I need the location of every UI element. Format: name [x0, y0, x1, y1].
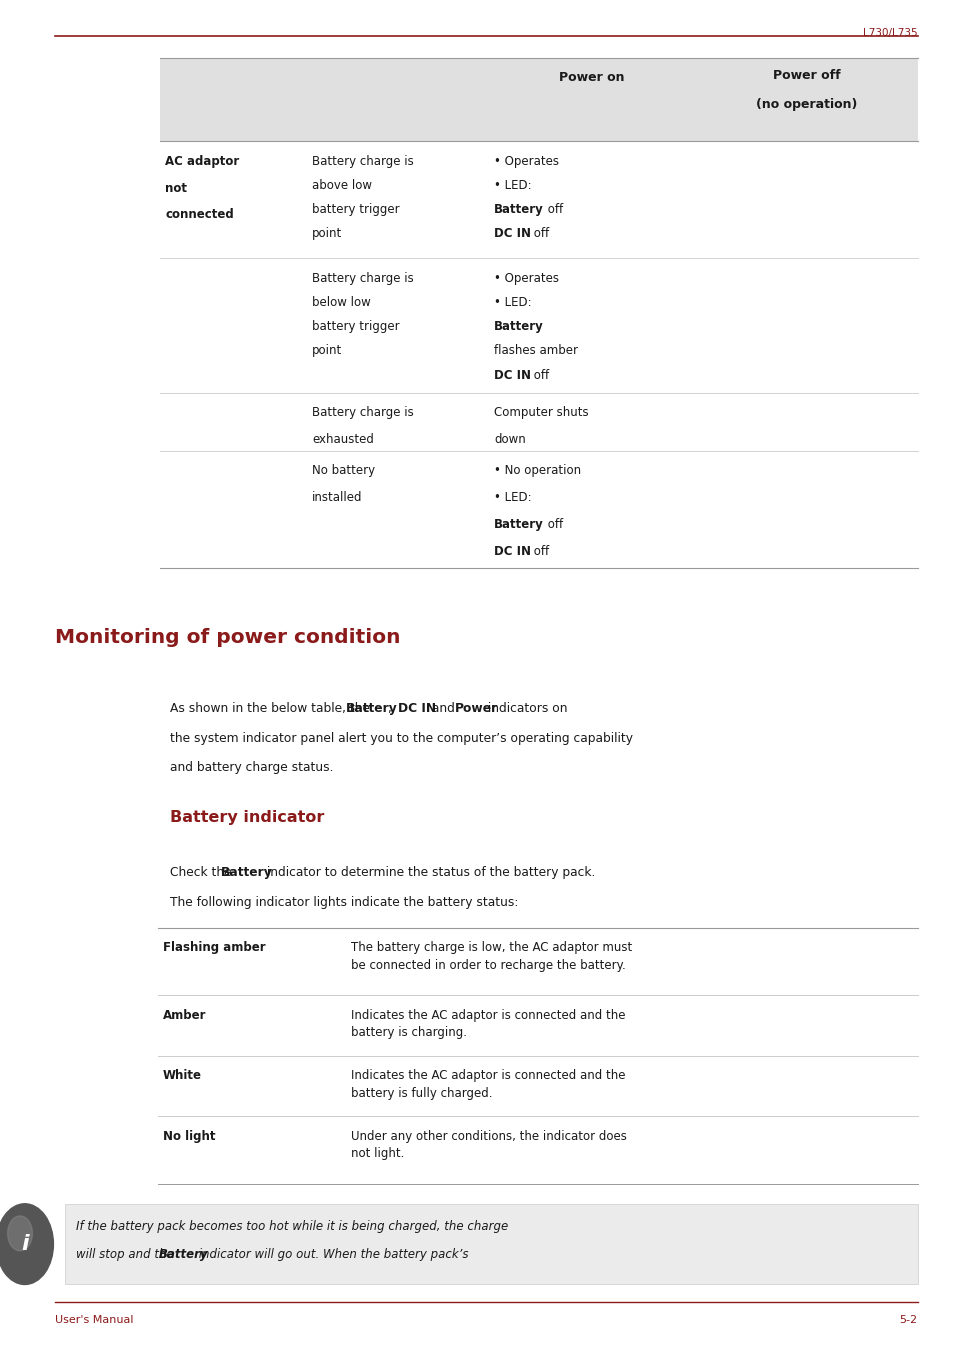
Text: If the battery pack becomes too hot while it is being charged, the charge: If the battery pack becomes too hot whil…	[76, 1220, 508, 1233]
Text: Monitoring of power condition: Monitoring of power condition	[55, 628, 400, 647]
Text: ,: ,	[387, 702, 395, 716]
Text: battery trigger: battery trigger	[312, 320, 399, 334]
Text: L730/L735: L730/L735	[862, 28, 917, 38]
Text: (no operation): (no operation)	[756, 98, 857, 112]
Text: connected: connected	[165, 208, 233, 222]
Text: Under any other conditions, the indicator does
not light.: Under any other conditions, the indicato…	[351, 1130, 626, 1161]
Text: off: off	[530, 545, 549, 558]
Text: Battery: Battery	[346, 702, 397, 716]
Text: Indicates the AC adaptor is connected and the
battery is charging.: Indicates the AC adaptor is connected an…	[351, 1009, 625, 1040]
Text: • No operation: • No operation	[494, 464, 580, 477]
Text: Battery: Battery	[158, 1248, 208, 1262]
Text: User's Manual: User's Manual	[55, 1315, 133, 1325]
Text: Battery charge is: Battery charge is	[312, 155, 414, 168]
Text: • Operates: • Operates	[494, 155, 558, 168]
Text: • Operates: • Operates	[494, 272, 558, 285]
Text: off: off	[530, 369, 549, 382]
Circle shape	[0, 1204, 53, 1284]
Text: Battery charge is: Battery charge is	[312, 406, 414, 420]
Text: Battery: Battery	[494, 320, 543, 334]
Text: indicators on: indicators on	[483, 702, 567, 716]
Text: No light: No light	[163, 1130, 215, 1143]
Text: battery trigger: battery trigger	[312, 203, 399, 217]
Text: Battery indicator: Battery indicator	[170, 810, 324, 824]
Text: will stop and the: will stop and the	[76, 1248, 177, 1262]
Text: No battery: No battery	[312, 464, 375, 477]
Text: Battery: Battery	[494, 203, 543, 217]
Text: off: off	[543, 203, 562, 217]
Text: Flashing amber: Flashing amber	[163, 941, 266, 955]
Text: point: point	[312, 344, 342, 358]
Text: down: down	[494, 433, 525, 447]
Text: Power off: Power off	[773, 69, 840, 82]
Text: DC IN: DC IN	[494, 369, 531, 382]
Text: Indicates the AC adaptor is connected and the
battery is fully charged.: Indicates the AC adaptor is connected an…	[351, 1069, 625, 1100]
Text: DC IN: DC IN	[494, 227, 531, 241]
Text: Battery: Battery	[494, 518, 543, 531]
Text: point: point	[312, 227, 342, 241]
Text: • LED:: • LED:	[494, 179, 531, 192]
Text: i: i	[21, 1235, 29, 1254]
Text: indicator will go out. When the battery pack’s: indicator will go out. When the battery …	[195, 1248, 469, 1262]
Text: indicator to determine the status of the battery pack.: indicator to determine the status of the…	[262, 866, 595, 880]
Circle shape	[8, 1216, 32, 1251]
Text: 5-2: 5-2	[899, 1315, 917, 1325]
Bar	[160, 58, 917, 141]
Text: Power: Power	[454, 702, 497, 716]
Text: installed: installed	[312, 491, 362, 504]
Text: Check the: Check the	[170, 866, 235, 880]
Text: Power on: Power on	[558, 71, 623, 85]
Text: below low: below low	[312, 296, 371, 309]
Text: Computer shuts: Computer shuts	[494, 406, 588, 420]
Text: DC IN: DC IN	[397, 702, 436, 716]
Text: DC IN: DC IN	[494, 545, 531, 558]
Text: off: off	[543, 518, 562, 531]
Text: • LED:: • LED:	[494, 491, 531, 504]
Text: flashes amber: flashes amber	[494, 344, 578, 358]
Text: Battery charge is: Battery charge is	[312, 272, 414, 285]
Bar	[65, 1204, 917, 1284]
Text: AC adaptor: AC adaptor	[165, 155, 239, 168]
Text: the system indicator panel alert you to the computer’s operating capability: the system indicator panel alert you to …	[170, 732, 632, 745]
Text: The following indicator lights indicate the battery status:: The following indicator lights indicate …	[170, 896, 517, 909]
Text: Amber: Amber	[163, 1009, 207, 1022]
Text: • LED:: • LED:	[494, 296, 531, 309]
Text: and: and	[427, 702, 458, 716]
Text: As shown in the below table, the: As shown in the below table, the	[170, 702, 374, 716]
Text: The battery charge is low, the AC adaptor must
be connected in order to recharge: The battery charge is low, the AC adapto…	[351, 941, 632, 972]
Text: Battery: Battery	[221, 866, 273, 880]
Text: off: off	[530, 227, 549, 241]
Text: White: White	[163, 1069, 202, 1083]
Text: above low: above low	[312, 179, 372, 192]
Text: exhausted: exhausted	[312, 433, 374, 447]
Text: and battery charge status.: and battery charge status.	[170, 761, 333, 775]
Text: not: not	[165, 182, 187, 195]
